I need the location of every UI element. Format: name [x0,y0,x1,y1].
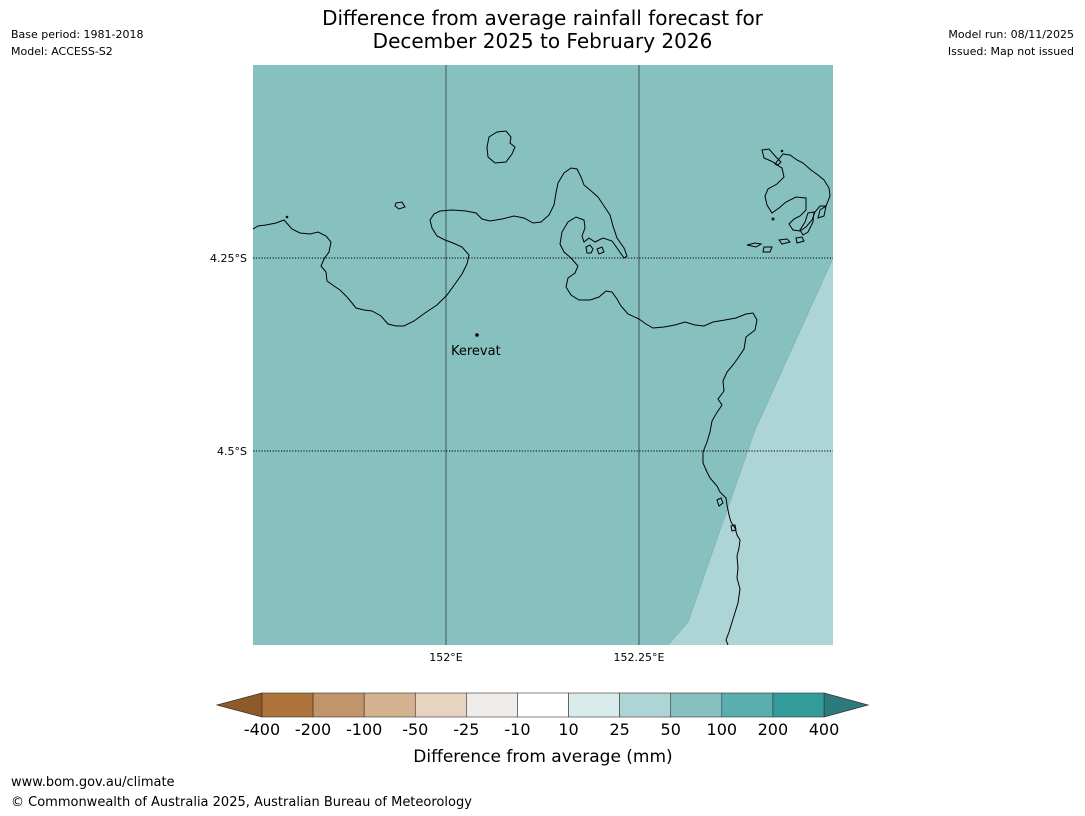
model-run-text: Model run: 08/11/2025 [948,28,1074,41]
coastline [253,130,831,645]
map-panel: Kerevat [253,65,833,645]
colorbar-segment-0 [261,692,314,718]
colorbar-segment-3 [414,692,467,718]
colorbar-tick-label: 10 [558,720,578,739]
colorbar-tick-label: 50 [661,720,681,739]
base-period-text: Base period: 1981-2018 [11,28,144,41]
lat-label-4-25: 4.25°S [210,252,247,265]
title-line-2: December 2025 to February 2026 [372,29,713,53]
colorbar-segment-1 [312,692,365,718]
colorbar-tick-label: 100 [707,720,738,739]
footer-copyright: © Commonwealth of Australia 2025, Austra… [11,795,472,810]
metadata-right: Model run: 08/11/2025 Issued: Map not is… [948,26,1074,60]
colorbar-segment-4 [466,692,518,718]
colorbar-segment-9 [721,692,774,718]
colorbar-segment-8 [670,692,723,718]
colorbar-tick-label: -25 [453,720,479,739]
footer-url[interactable]: www.bom.gov.au/climate [11,775,175,790]
colorbar-tick-label: 400 [809,720,840,739]
lat-label-4-5: 4.5°S [217,445,247,458]
colorbar-tick-label: -50 [402,720,428,739]
colorbar-segment-10 [772,692,825,718]
lon-label-152: 152°E [429,651,462,664]
colorbar-low-extend [215,692,263,718]
colorbar-tick-label: 25 [609,720,629,739]
colorbar-segment-5 [517,692,569,718]
metadata-left: Base period: 1981-2018 Model: ACCESS-S2 [11,26,143,60]
issued-text: Issued: Map not issued [947,45,1074,58]
colorbar-tick-label: 200 [758,720,789,739]
kerevat-marker [475,333,479,337]
category-boundary [667,257,833,645]
colorbar-tick-label: -10 [504,720,530,739]
colorbar-title: Difference from average (mm) [413,747,672,767]
colorbar-tick-label: -100 [346,720,382,739]
title-line-1: Difference from average rainfall forecas… [322,6,763,30]
colorbar-segment-2 [363,692,416,718]
colorbar-tick-label: -200 [295,720,331,739]
place-label-kerevat: Kerevat [451,344,501,359]
colorbar-segment-7 [619,692,672,718]
colorbar-high-extend [823,692,870,718]
lon-label-152-25: 152.25°E [614,651,665,664]
map-title: Difference from average rainfall forecas… [0,7,1085,53]
colorbar-tick-label: -400 [244,720,280,739]
colorbar-segment-6 [568,692,620,718]
colorbar: -400 -200 -100 -50 -25 -10 10 25 50 100 200 400 Dif… [215,692,870,767]
model-text: Model: ACCESS-S2 [11,45,113,58]
rainfall-category-25-50 [668,258,833,645]
